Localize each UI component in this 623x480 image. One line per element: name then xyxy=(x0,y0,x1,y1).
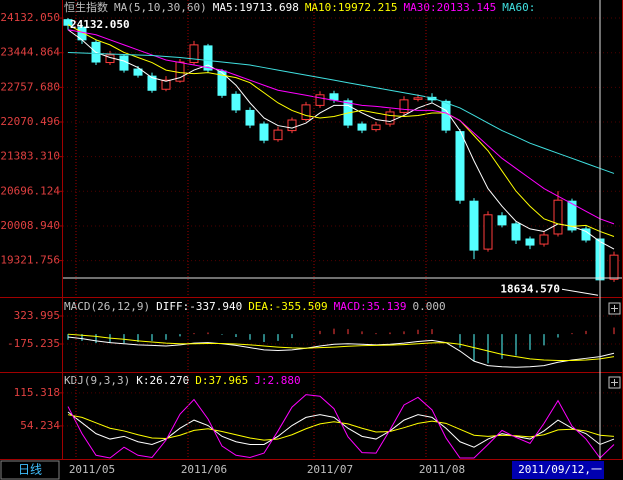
legend-entry: MA30:20133.145 xyxy=(404,1,497,14)
candle-body xyxy=(497,215,507,226)
y-tick-label: 24132.050 xyxy=(0,11,60,24)
y-tick-label: 22070.496 xyxy=(0,115,60,128)
candle-body xyxy=(217,70,227,96)
legend-entry: MA5:19713.698 xyxy=(213,1,299,14)
annotation-line xyxy=(561,288,599,296)
candle-body xyxy=(385,111,395,125)
candle-body xyxy=(315,94,325,106)
panel-title: MACD(26,12,9) xyxy=(64,300,150,313)
legend-entry: J:2.880 xyxy=(254,374,300,387)
candle-body xyxy=(553,199,563,235)
panel-title: KDJ(9,3,3) xyxy=(64,374,130,387)
candle-body xyxy=(259,123,269,141)
y-tick-label: 20008.940 xyxy=(0,219,60,232)
y-tick-label: 22757.680 xyxy=(0,80,60,93)
y-tick-label: 323.995 xyxy=(14,309,60,322)
series-line xyxy=(67,51,615,174)
y-tick-label: 115.318 xyxy=(14,386,60,399)
candle-body xyxy=(567,200,577,231)
legend-entry: DEA:-355.509 xyxy=(248,300,327,313)
x-tick-label: 2011/08 xyxy=(419,463,465,476)
y-tick-label: 19321.756 xyxy=(0,254,60,267)
candle-body xyxy=(301,104,311,121)
panel-subtitle: MA(5,10,30,60) xyxy=(114,1,207,14)
candle-body xyxy=(329,93,339,101)
frame xyxy=(0,0,623,460)
y-tick-label: 54.234 xyxy=(20,419,60,432)
plus-buttons xyxy=(608,302,621,389)
candle-body xyxy=(273,129,283,141)
high-annotation: 24132.050 xyxy=(70,18,130,31)
expand-button[interactable] xyxy=(608,302,621,315)
legend-entry: MACD:35.139 xyxy=(334,300,407,313)
candle-body xyxy=(525,238,535,246)
candle-body xyxy=(357,123,367,131)
annotation: 0.000 xyxy=(413,300,446,313)
series-line xyxy=(67,336,615,368)
candle-body xyxy=(133,68,143,76)
candle-body xyxy=(161,79,171,90)
candle-body xyxy=(119,55,129,71)
cursor-date-bg xyxy=(512,461,604,479)
candle-body xyxy=(189,44,199,64)
legend-entry: MA60: xyxy=(502,1,535,14)
series-line xyxy=(67,394,615,459)
candle-body xyxy=(441,100,451,131)
x-tick-label: 2011/05 xyxy=(69,463,115,476)
low-annotation: 18634.570 xyxy=(500,282,560,295)
period-tab[interactable] xyxy=(0,460,60,480)
legend-entry: MA10:19972.215 xyxy=(305,1,398,14)
y-tick-label: -175.235 xyxy=(7,337,60,350)
candle-body xyxy=(455,131,465,201)
x-tick-label: 2011/07 xyxy=(307,463,353,476)
series-line xyxy=(67,24,615,237)
candle-body xyxy=(371,124,381,131)
cursor-date: 2011/09/12,一 xyxy=(518,463,602,476)
candle-body xyxy=(203,45,213,71)
y-tick-label: 23444.864 xyxy=(0,46,60,59)
candle-body xyxy=(609,254,619,280)
series-line xyxy=(67,29,615,225)
candle-body xyxy=(511,223,521,241)
candle-body xyxy=(483,214,493,250)
candle-body xyxy=(231,93,241,111)
candle-body xyxy=(287,119,297,132)
period-label[interactable]: 日线 xyxy=(18,463,42,477)
candle-body xyxy=(147,75,157,91)
panel-title: 恒生指数 xyxy=(64,0,108,14)
series-line xyxy=(67,333,615,362)
y-tick-label: 20696.124 xyxy=(0,184,60,197)
candle-body xyxy=(469,200,479,251)
legend-entry: K:26.270 xyxy=(136,374,189,387)
expand-button[interactable] xyxy=(608,376,621,389)
y-tick-label: 21383.310 xyxy=(0,150,60,163)
candle-body xyxy=(399,99,409,113)
x-tick-label: 2011/06 xyxy=(181,463,227,476)
candle-body xyxy=(245,109,255,126)
legend-entry: DIFF:-337.940 xyxy=(156,300,242,313)
candle-body xyxy=(539,234,549,245)
candle-body xyxy=(413,97,423,100)
legend-entry: D:37.965 xyxy=(195,374,248,387)
series-line xyxy=(67,29,615,250)
